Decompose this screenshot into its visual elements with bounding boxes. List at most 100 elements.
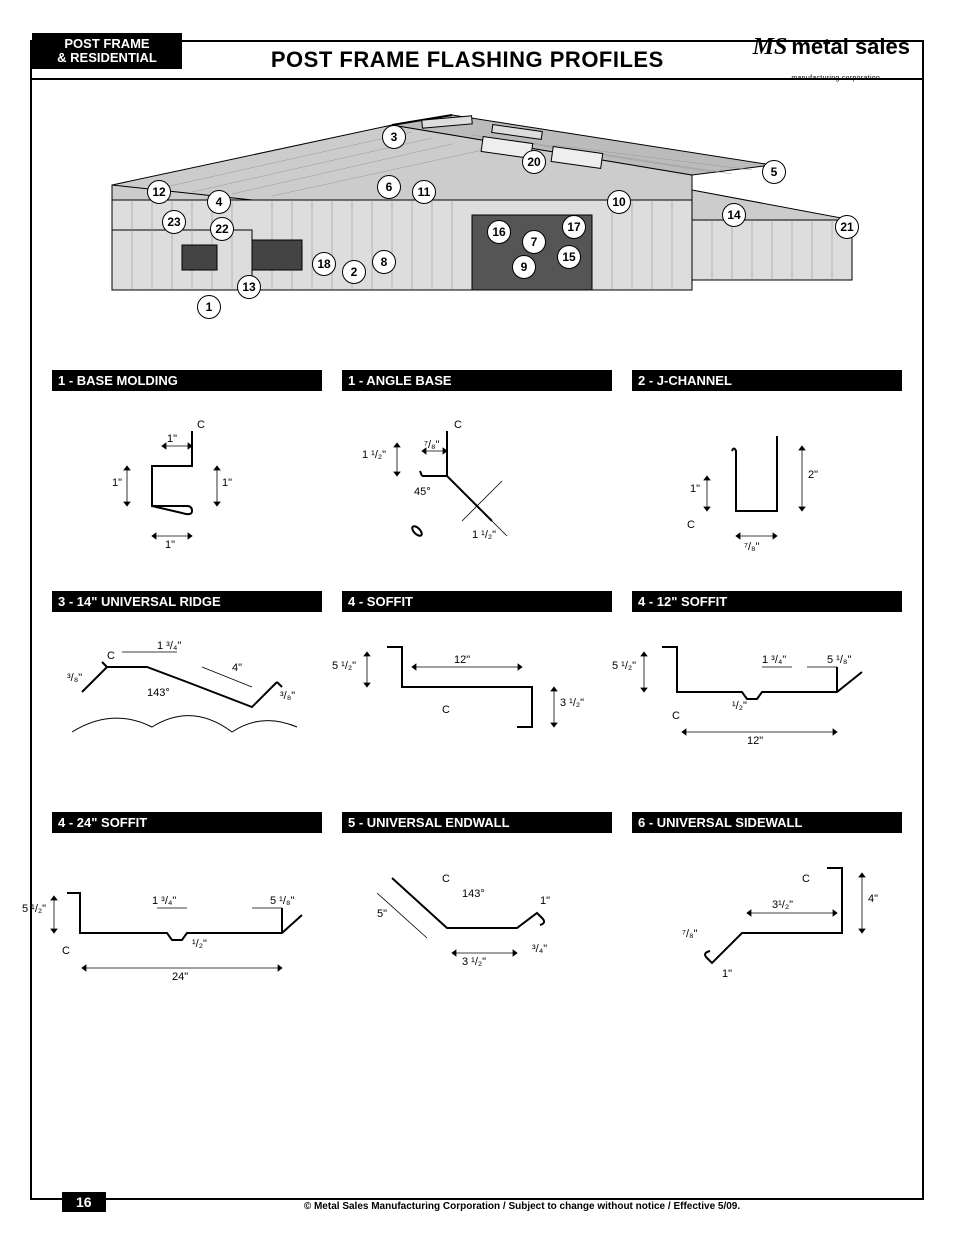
dim: 143° [147, 687, 170, 699]
dim: 1 ¹/₂" [472, 529, 496, 541]
callout-8: 8 [372, 250, 396, 274]
dim: 1 ¹/₂" [362, 449, 386, 461]
profile-cell: 1 - ANGLE BASE C 1 ¹/₂" ⁷/₈" 45° 1 [342, 370, 612, 571]
dim-c: C [672, 710, 680, 722]
dim: 2" [808, 469, 818, 481]
dim: 1" [222, 477, 232, 489]
callout-6: 6 [377, 175, 401, 199]
profile-row: 1 - BASE MOLDING C 1" 1" 1" [52, 370, 902, 571]
dim: ⁷/₈" [744, 541, 760, 553]
callout-23: 23 [162, 210, 186, 234]
dim: 1" [167, 433, 177, 445]
profile-label: 6 - UNIVERSAL SIDEWALL [632, 812, 902, 833]
dim: 5 ¹/₂" [332, 660, 356, 672]
header-tag: POST FRAME & RESIDENTIAL [32, 33, 182, 70]
dim: ³/₈" [280, 690, 295, 702]
dim: 1" [165, 539, 175, 551]
profile-diagram-universal-ridge: C 1 ³/₄" 4" ³/₈" ³/₈" 143° [52, 612, 322, 792]
dim-c: C [442, 873, 450, 885]
profile-cell: 1 - BASE MOLDING C 1" 1" 1" [52, 370, 322, 571]
callout-7: 7 [522, 230, 546, 254]
page-number: 16 [62, 1192, 106, 1212]
profile-diagram-universal-sidewall: C 4" 3¹/₂" ⁷/₈" 1" [632, 833, 902, 1013]
profile-cell: 3 - 14" UNIVERSAL RIDGE C 1 ³/₄" 4" ³/₈"… [52, 591, 322, 792]
footer-text: © Metal Sales Manufacturing Corporation … [152, 1201, 892, 1212]
callout-14: 14 [722, 203, 746, 227]
building-illustration: 32012461152322101421167171828915131 [52, 90, 902, 350]
profile-label: 1 - ANGLE BASE [342, 370, 612, 391]
profile-diagram-universal-endwall: C 5" 143° 1" 3 ¹/₂" ³/₄" [342, 833, 612, 1013]
profile-row: 4 - 24" SOFFIT 5 ¹/₂" 1 ³/₄" 5 ¹/₈" ¹/₂" [52, 812, 902, 1013]
dim: 1" [722, 968, 732, 980]
dim: 5 ¹/₂" [22, 903, 46, 915]
callout-15: 15 [557, 245, 581, 269]
profile-row: 3 - 14" UNIVERSAL RIDGE C 1 ³/₄" 4" ³/₈"… [52, 591, 902, 792]
dim: ¹/₂" [192, 938, 207, 950]
callout-17: 17 [562, 215, 586, 239]
profile-cell: 2 - J-CHANNEL C 1" 2" ⁷/₈" [632, 370, 902, 571]
page-frame: POST FRAME & RESIDENTIAL POST FRAME FLAS… [30, 40, 924, 1200]
profile-grid: 1 - BASE MOLDING C 1" 1" 1" [32, 370, 922, 1013]
profile-diagram-j-channel: C 1" 2" ⁷/₈" [632, 391, 902, 571]
header-tag-line2: & RESIDENTIAL [57, 50, 157, 65]
dim-c: C [107, 650, 115, 662]
dim: 4" [868, 893, 878, 905]
profile-label: 4 - 24" SOFFIT [52, 812, 322, 833]
profile-label: 4 - SOFFIT [342, 591, 612, 612]
profile-cell: 5 - UNIVERSAL ENDWALL C 5" 143° 1" 3 ¹/₂… [342, 812, 612, 1013]
page-title: POST FRAME FLASHING PROFILES [182, 47, 753, 73]
profile-label: 1 - BASE MOLDING [52, 370, 322, 391]
dim: ³/₈" [67, 672, 82, 684]
profile-diagram-24-soffit: 5 ¹/₂" 1 ³/₄" 5 ¹/₈" ¹/₂" 24" C [52, 833, 322, 1013]
profile-diagram-12-soffit: 5 ¹/₂" 1 ³/₄" 5 ¹/₈" ¹/₂" 12" C [632, 612, 902, 792]
callout-12: 12 [147, 180, 171, 204]
profile-diagram-base-molding: C 1" 1" 1" 1" [52, 391, 322, 571]
profile-label: 3 - 14" UNIVERSAL RIDGE [52, 591, 322, 612]
callout-13: 13 [237, 275, 261, 299]
callout-20: 20 [522, 150, 546, 174]
dim: 4" [232, 662, 242, 674]
dim: 5" [377, 908, 387, 920]
profile-diagram-soffit: 5 ¹/₂" 12" 3 ¹/₂" C [342, 612, 612, 792]
logo-subtitle: manufacturing corporation [791, 75, 880, 82]
dim: 143° [462, 888, 485, 900]
dim: 12" [747, 735, 763, 747]
dim: 3¹/₂" [772, 899, 793, 911]
callout-16: 16 [487, 220, 511, 244]
profile-cell: 4 - SOFFIT 5 ¹/₂" 12" 3 ¹/₂" C [342, 591, 612, 792]
dim: 3 ¹/₂" [560, 697, 584, 709]
dim: 1 ³/₄" [152, 895, 176, 907]
dim: 1 ³/₄" [762, 654, 786, 666]
dim-c: C [454, 419, 462, 431]
dim-c: C [687, 519, 695, 531]
callout-11: 11 [412, 180, 436, 204]
dim: ³/₄" [532, 943, 547, 955]
page-header: POST FRAME & RESIDENTIAL POST FRAME FLAS… [32, 42, 922, 80]
dim: 5 ¹/₈" [827, 654, 851, 666]
dim-c: C [802, 873, 810, 885]
dim: 5 ¹/₈" [270, 895, 294, 907]
dim: ⁷/₈" [682, 928, 698, 940]
profile-cell: 4 - 12" SOFFIT 5 ¹/₂" 1 ³/₄" 5 ¹/₈" ¹/₂" [632, 591, 902, 792]
logo-mark: MS [753, 34, 788, 61]
profile-cell: 6 - UNIVERSAL SIDEWALL C 4" 3¹/₂" ⁷/₈" 1… [632, 812, 902, 1013]
logo-text: metal sales [791, 34, 910, 59]
callout-2: 2 [342, 260, 366, 284]
callout-5: 5 [762, 160, 786, 184]
callout-3: 3 [382, 125, 406, 149]
dim: 12" [454, 654, 470, 666]
header-tag-line1: POST FRAME [64, 36, 149, 51]
dim: 45° [414, 486, 431, 498]
profile-cell: 4 - 24" SOFFIT 5 ¹/₂" 1 ³/₄" 5 ¹/₈" ¹/₂" [52, 812, 322, 1013]
callout-21: 21 [835, 215, 859, 239]
dim-c: C [197, 419, 205, 431]
callout-1: 1 [197, 295, 221, 319]
callout-9: 9 [512, 255, 536, 279]
profile-label: 5 - UNIVERSAL ENDWALL [342, 812, 612, 833]
profile-label: 4 - 12" SOFFIT [632, 591, 902, 612]
dim: 3 ¹/₂" [462, 956, 486, 968]
dim-c: C [62, 945, 70, 957]
dim: ⁷/₈" [424, 439, 440, 451]
callout-4: 4 [207, 190, 231, 214]
callout-18: 18 [312, 252, 336, 276]
